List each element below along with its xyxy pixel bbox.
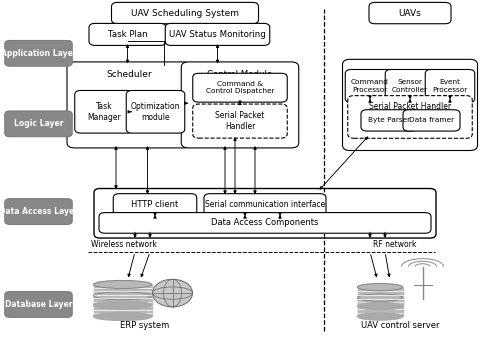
Text: UAV control server: UAV control server	[361, 321, 440, 330]
FancyBboxPatch shape	[361, 110, 418, 131]
Ellipse shape	[358, 294, 403, 301]
Ellipse shape	[358, 283, 403, 291]
Text: Serial Packet Handler: Serial Packet Handler	[369, 102, 451, 111]
Text: Control Module: Control Module	[208, 70, 272, 79]
Text: Application Layer: Application Layer	[0, 49, 76, 58]
FancyBboxPatch shape	[4, 291, 72, 317]
Text: Scheduler: Scheduler	[106, 70, 152, 79]
FancyBboxPatch shape	[385, 69, 434, 103]
Text: Data Access Layer: Data Access Layer	[0, 207, 78, 216]
Text: Event
Processor: Event Processor	[432, 79, 468, 93]
FancyBboxPatch shape	[425, 69, 475, 103]
Text: HTTP client: HTTP client	[132, 200, 178, 209]
Ellipse shape	[94, 301, 152, 309]
FancyBboxPatch shape	[99, 213, 431, 233]
Ellipse shape	[94, 313, 152, 320]
FancyBboxPatch shape	[181, 62, 298, 148]
FancyBboxPatch shape	[342, 60, 477, 151]
Text: Task Plan: Task Plan	[108, 30, 148, 39]
Bar	[358, 298, 403, 316]
FancyBboxPatch shape	[403, 110, 460, 131]
Text: UAV Status Monitoring: UAV Status Monitoring	[169, 30, 266, 39]
Text: RF network: RF network	[374, 240, 416, 249]
FancyBboxPatch shape	[165, 23, 270, 45]
Bar	[94, 296, 152, 316]
FancyBboxPatch shape	[192, 73, 287, 102]
FancyBboxPatch shape	[345, 69, 395, 103]
Ellipse shape	[94, 292, 152, 300]
Text: UAVs: UAVs	[398, 9, 421, 18]
FancyBboxPatch shape	[126, 90, 185, 133]
Text: Byte Parser: Byte Parser	[368, 117, 410, 123]
Bar	[358, 287, 403, 306]
FancyBboxPatch shape	[4, 111, 72, 137]
Text: Data framer: Data framer	[409, 117, 454, 123]
Text: Serial Packet
Handler: Serial Packet Handler	[216, 111, 264, 131]
Circle shape	[152, 279, 192, 307]
Text: Sensor
Controller: Sensor Controller	[392, 79, 428, 93]
FancyBboxPatch shape	[112, 2, 258, 24]
Ellipse shape	[358, 313, 403, 320]
Text: Optimization
module: Optimization module	[131, 102, 180, 122]
FancyBboxPatch shape	[204, 194, 326, 216]
FancyBboxPatch shape	[67, 62, 191, 148]
Text: Command &
Control Dispatcher: Command & Control Dispatcher	[206, 81, 274, 95]
FancyBboxPatch shape	[94, 189, 436, 238]
Text: Wireless network: Wireless network	[91, 240, 157, 249]
FancyBboxPatch shape	[4, 199, 72, 225]
FancyBboxPatch shape	[192, 104, 287, 138]
FancyBboxPatch shape	[113, 194, 196, 216]
FancyBboxPatch shape	[369, 2, 451, 24]
Text: Logic Layer: Logic Layer	[14, 119, 63, 128]
Bar	[94, 284, 152, 305]
Ellipse shape	[358, 302, 403, 310]
Ellipse shape	[94, 281, 152, 288]
Text: Serial communication interface: Serial communication interface	[205, 200, 325, 209]
FancyBboxPatch shape	[4, 41, 72, 66]
Text: Data Access Components: Data Access Components	[212, 218, 318, 227]
FancyBboxPatch shape	[74, 90, 133, 133]
FancyBboxPatch shape	[89, 23, 166, 45]
Text: UAV Scheduling System: UAV Scheduling System	[131, 9, 239, 18]
Text: Command
Processor: Command Processor	[351, 79, 389, 93]
FancyBboxPatch shape	[348, 96, 472, 138]
Text: ERP system: ERP system	[120, 321, 170, 330]
Text: Task
Manager: Task Manager	[87, 102, 121, 122]
Text: Database Layer: Database Layer	[5, 300, 72, 309]
